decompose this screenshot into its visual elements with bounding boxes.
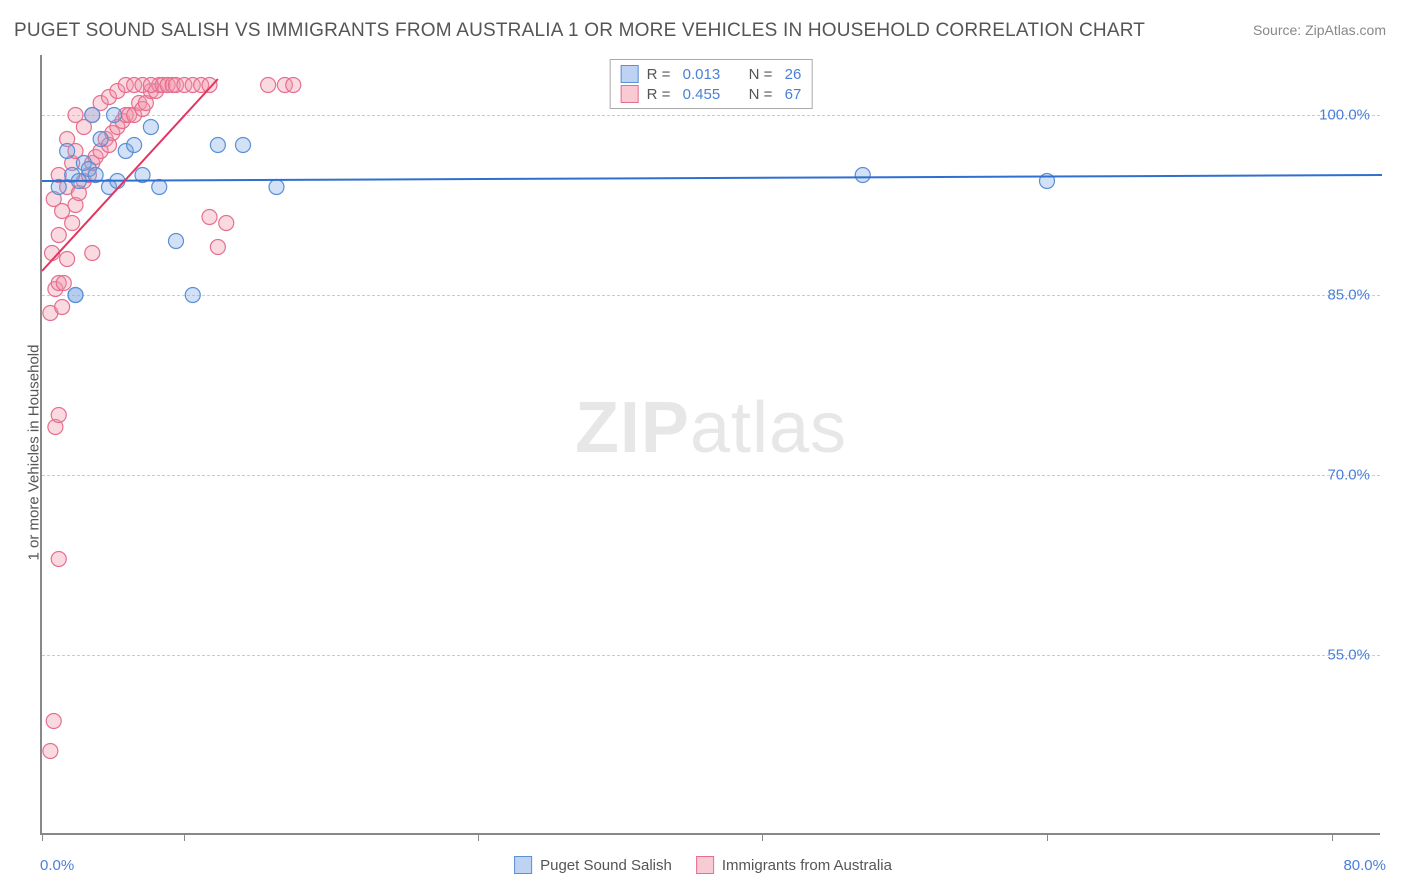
data-point — [286, 78, 301, 93]
y-axis-label: 1 or more Vehicles in Household — [26, 345, 43, 561]
data-point — [93, 132, 108, 147]
n-value-pink: 67 — [785, 86, 802, 103]
source-attribution: Source: ZipAtlas.com — [1253, 22, 1386, 38]
data-point — [855, 168, 870, 183]
data-point — [51, 552, 66, 567]
legend-item-blue: Puget Sound Salish — [514, 856, 672, 874]
data-point — [185, 288, 200, 303]
data-point — [60, 252, 75, 267]
r-label: R = — [647, 66, 675, 83]
legend-swatch-blue — [514, 856, 532, 874]
data-point — [46, 714, 61, 729]
chart-container: PUGET SOUND SALISH VS IMMIGRANTS FROM AU… — [0, 0, 1406, 892]
data-point — [51, 408, 66, 423]
data-point — [127, 138, 142, 153]
r-value-pink: 0.455 — [683, 86, 733, 103]
data-point — [236, 138, 251, 153]
xtick-mark — [478, 833, 479, 841]
data-point — [85, 108, 100, 123]
xtick-mark — [1047, 833, 1048, 841]
data-point — [85, 246, 100, 261]
data-point — [202, 78, 217, 93]
swatch-pink — [621, 85, 639, 103]
data-point — [210, 240, 225, 255]
data-point — [143, 120, 158, 135]
data-point — [210, 138, 225, 153]
n-label: N = — [749, 66, 777, 83]
data-point — [169, 234, 184, 249]
xtick-mark — [762, 833, 763, 841]
data-point — [68, 108, 83, 123]
data-point — [261, 78, 276, 93]
data-point — [152, 180, 167, 195]
plot-area: 1 or more Vehicles in Household ZIPatlas… — [40, 55, 1380, 835]
data-point — [43, 744, 58, 759]
r-label: R = — [647, 86, 675, 103]
xtick-mark — [1332, 833, 1333, 841]
correlation-legend-row-blue: R = 0.013 N = 26 — [621, 64, 802, 84]
data-point — [107, 108, 122, 123]
data-point — [269, 180, 284, 195]
x-axis-min-label: 0.0% — [40, 857, 74, 874]
legend-swatch-pink — [696, 856, 714, 874]
correlation-legend: R = 0.013 N = 26 R = 0.455 N = 67 — [610, 59, 813, 109]
legend-label-pink: Immigrants from Australia — [722, 857, 892, 874]
data-point — [56, 276, 71, 291]
data-point — [55, 300, 70, 315]
data-point — [68, 288, 83, 303]
series-legend: Puget Sound Salish Immigrants from Austr… — [514, 856, 892, 874]
xtick-mark — [184, 833, 185, 841]
x-axis-max-label: 80.0% — [1343, 857, 1386, 874]
legend-label-blue: Puget Sound Salish — [540, 857, 672, 874]
data-point — [65, 216, 80, 231]
trend-line — [42, 175, 1382, 181]
n-label: N = — [749, 86, 777, 103]
legend-item-pink: Immigrants from Australia — [696, 856, 892, 874]
data-point — [202, 210, 217, 225]
swatch-blue — [621, 65, 639, 83]
chart-title: PUGET SOUND SALISH VS IMMIGRANTS FROM AU… — [14, 20, 1145, 42]
correlation-legend-row-pink: R = 0.455 N = 67 — [621, 84, 802, 104]
data-point — [51, 228, 66, 243]
r-value-blue: 0.013 — [683, 66, 733, 83]
scatter-svg — [42, 55, 1380, 833]
data-point — [143, 78, 158, 93]
n-value-blue: 26 — [785, 66, 802, 83]
xtick-mark — [42, 833, 43, 841]
data-point — [60, 144, 75, 159]
data-point — [219, 216, 234, 231]
